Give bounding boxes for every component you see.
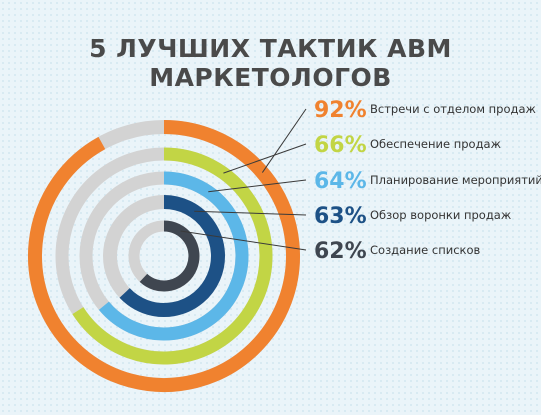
value-label-1: 92% [314,98,367,123]
category-label-5: Создание списков [370,243,481,257]
value-label-4: 63% [314,204,367,229]
leader-line-4 [194,210,307,216]
category-label-3: Планирование мероприятий [370,173,541,187]
value-label-5: 62% [314,239,367,264]
labels-group: 92% Встречи с отделом продаж 66% Обеспечени… [314,98,541,264]
leader-line-3 [208,179,307,193]
chart-title: 5 ЛУЧШИХ ТАКТИК ABM МАРКЕТОЛОГОВ [89,34,452,92]
rings-group [28,120,300,392]
leader-line-5 [180,230,307,251]
category-label-1: Встречи с отделом продаж [370,102,536,116]
value-label-3: 64% [314,169,367,194]
ring-arc-5 [139,220,200,292]
category-label-2: Обеспечение продаж [370,137,501,151]
ring-arc-2 [72,147,273,365]
value-label-2: 66% [314,133,367,158]
ring-arc-1 [28,120,300,392]
category-label-4: Обзор воронки продаж [370,208,511,222]
leader-line-1 [261,108,307,173]
leader-line-2 [223,143,307,174]
leader-lines-group [180,108,307,251]
ring-arc-4 [119,195,225,317]
